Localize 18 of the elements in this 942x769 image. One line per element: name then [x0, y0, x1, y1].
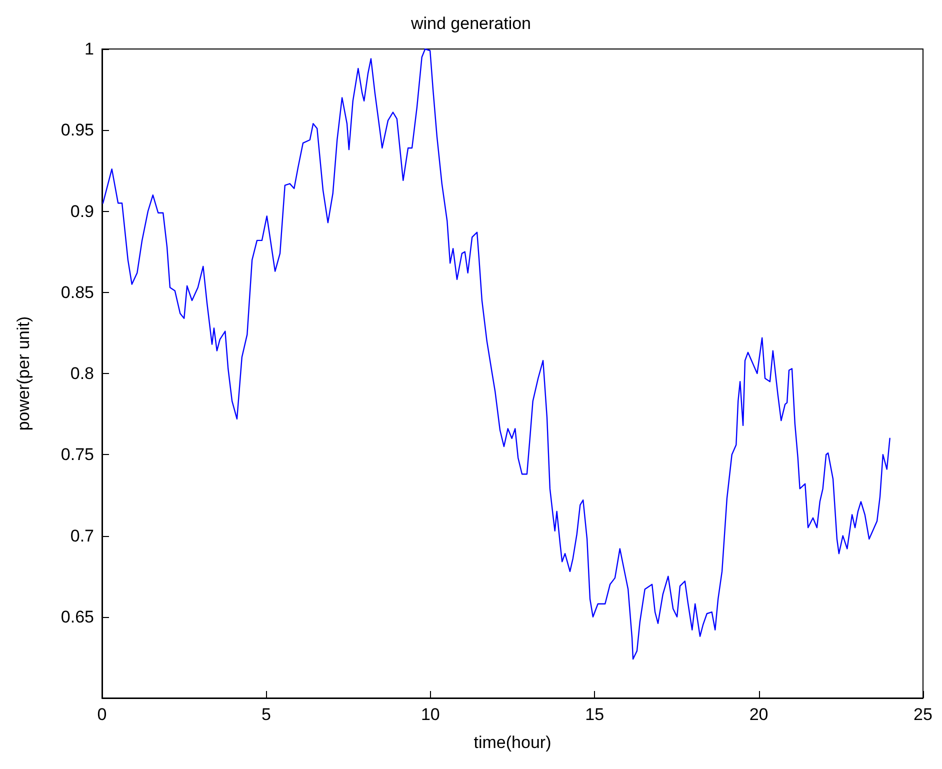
y-tick-label: 0.95: [60, 120, 94, 140]
chart-title: wind generation: [410, 14, 532, 33]
y-axis-title: power(per unit): [14, 316, 33, 431]
y-tick-label: 0.7: [70, 526, 94, 546]
x-tick-label: 10: [420, 705, 440, 724]
y-tick-label: 0.85: [60, 282, 94, 302]
x-tick-label: 25: [914, 705, 932, 724]
x-axis-title: time(hour): [474, 733, 552, 752]
y-tick-label: 0.75: [60, 445, 94, 464]
x-tick-label: 0: [97, 705, 107, 724]
y-tick-label: 0.8: [70, 364, 94, 383]
y-tick-label: 0.9: [70, 202, 94, 221]
line-series: [102, 48, 890, 660]
y-tick-label: 1: [84, 40, 94, 58]
x-tick-label: 5: [261, 705, 271, 724]
x-tick-label: 15: [585, 705, 604, 724]
x-tick-label: 20: [749, 705, 768, 724]
y-tick-label: 0.65: [60, 607, 94, 626]
